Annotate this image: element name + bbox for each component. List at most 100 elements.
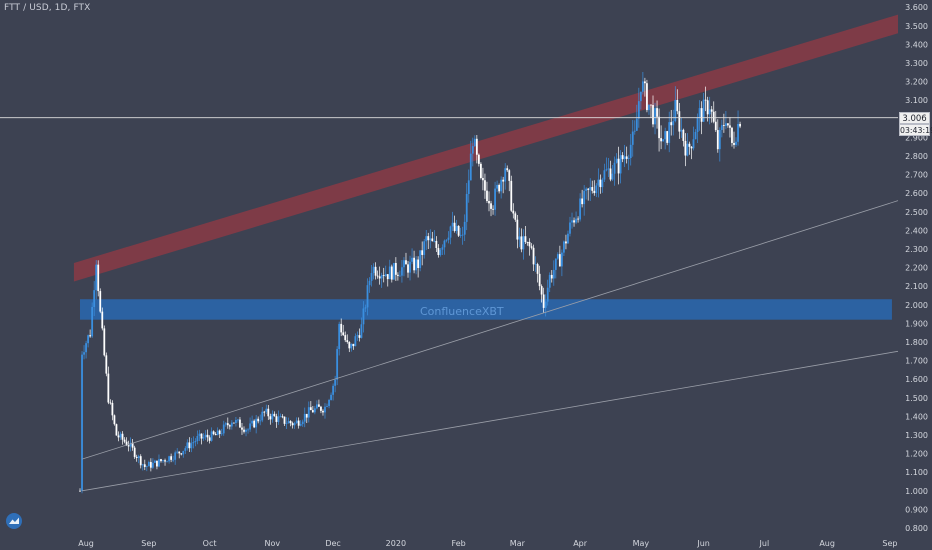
- candle-body: [534, 264, 537, 265]
- candle-body: [190, 443, 193, 449]
- candle-body: [315, 404, 318, 409]
- candle-body: [401, 267, 403, 276]
- candle-body: [664, 131, 667, 140]
- candle-body: [303, 413, 306, 422]
- candle-body: [372, 266, 375, 274]
- y-tick-label: 2.500: [905, 208, 928, 217]
- candle-body: [287, 421, 290, 424]
- candle-body: [727, 123, 729, 126]
- candle-body: [550, 274, 553, 279]
- candle-body: [237, 419, 239, 421]
- candle-body: [467, 180, 470, 194]
- candle-body: [682, 129, 685, 141]
- candle-body: [720, 125, 723, 131]
- candle-body: [480, 163, 482, 178]
- candle-body: [429, 238, 432, 241]
- candle-body: [536, 264, 539, 274]
- candle-body: [338, 323, 341, 350]
- candle-body: [526, 241, 529, 243]
- y-tick-label: 1.800: [905, 338, 928, 347]
- candle-body: [583, 190, 586, 205]
- candle-body: [156, 460, 158, 467]
- candle-body: [652, 105, 654, 125]
- candle-body: [388, 266, 391, 280]
- y-tick-label: 3.600: [905, 3, 928, 12]
- candle-body: [520, 236, 523, 250]
- candle-body: [125, 441, 128, 446]
- candle-body: [607, 168, 610, 170]
- candle-body: [151, 462, 154, 468]
- candle-body: [346, 340, 349, 343]
- candle-body: [307, 407, 310, 418]
- candle-body: [595, 185, 598, 194]
- candle-body: [328, 399, 330, 407]
- candle-body: [137, 456, 140, 458]
- candle-body: [139, 456, 142, 466]
- candle-body: [413, 257, 415, 271]
- candle-body: [101, 311, 104, 329]
- candle-body: [245, 429, 247, 432]
- candle-body: [477, 154, 480, 164]
- candle-body: [597, 179, 600, 186]
- y-tick-label: 3.100: [905, 96, 928, 105]
- candle-body: [435, 240, 438, 248]
- candle-body: [145, 466, 148, 468]
- candle-body: [494, 188, 496, 210]
- candle-body: [255, 418, 258, 428]
- candle-body: [239, 419, 241, 428]
- candle-body: [143, 464, 146, 467]
- y-tick-label: 3.300: [905, 59, 928, 68]
- y-tick-label: 2.600: [905, 189, 928, 198]
- candle-body: [376, 275, 379, 277]
- x-tick-label: 2020: [386, 539, 406, 548]
- candle-body: [629, 144, 632, 159]
- candle-body: [105, 355, 108, 374]
- candle-body: [465, 193, 468, 222]
- candle-body: [684, 140, 687, 156]
- y-tick-label: 1.400: [905, 412, 928, 421]
- support-zone: [80, 299, 892, 320]
- candle-body: [409, 261, 411, 273]
- candle-body: [356, 335, 359, 337]
- candle-body: [261, 411, 264, 421]
- candle-body: [330, 394, 332, 400]
- x-tick-label: Dec: [325, 539, 340, 548]
- candle-body: [277, 416, 280, 422]
- candle-body: [646, 83, 648, 111]
- candle-body: [573, 220, 575, 223]
- candle-body: [309, 407, 312, 411]
- candle-body: [490, 203, 492, 209]
- x-tick-label: Feb: [452, 539, 466, 548]
- candle-body: [133, 447, 136, 457]
- candle-body: [267, 408, 270, 417]
- candle-body: [344, 335, 347, 341]
- candle-body: [692, 139, 695, 149]
- candle-body: [482, 177, 484, 181]
- y-tick-label: 1.000: [905, 487, 928, 496]
- candle-body: [698, 108, 701, 118]
- candle-body: [394, 262, 397, 275]
- candle-body: [670, 122, 673, 126]
- candle-body: [263, 411, 266, 413]
- candle-body: [362, 308, 365, 325]
- trendline: [81, 200, 899, 460]
- symbol-header: FTT / USD, 1D, FTX: [4, 3, 91, 13]
- x-tick-label: Aug: [78, 539, 94, 548]
- candle-body: [301, 421, 304, 425]
- candle-body: [141, 464, 144, 466]
- candle-body: [615, 158, 618, 163]
- candle-body: [425, 236, 428, 242]
- tradingview-logo-icon[interactable]: [6, 513, 22, 529]
- candle-body: [506, 168, 509, 171]
- candle-body: [204, 434, 207, 438]
- candle-body: [113, 415, 116, 425]
- candle-body: [558, 254, 561, 267]
- candle-body: [320, 406, 322, 411]
- candle-body: [419, 250, 422, 269]
- candle-body: [257, 418, 260, 422]
- candle-body: [127, 445, 130, 447]
- candle-body: [378, 276, 381, 279]
- candle-body: [654, 108, 656, 125]
- candle-body: [666, 131, 669, 143]
